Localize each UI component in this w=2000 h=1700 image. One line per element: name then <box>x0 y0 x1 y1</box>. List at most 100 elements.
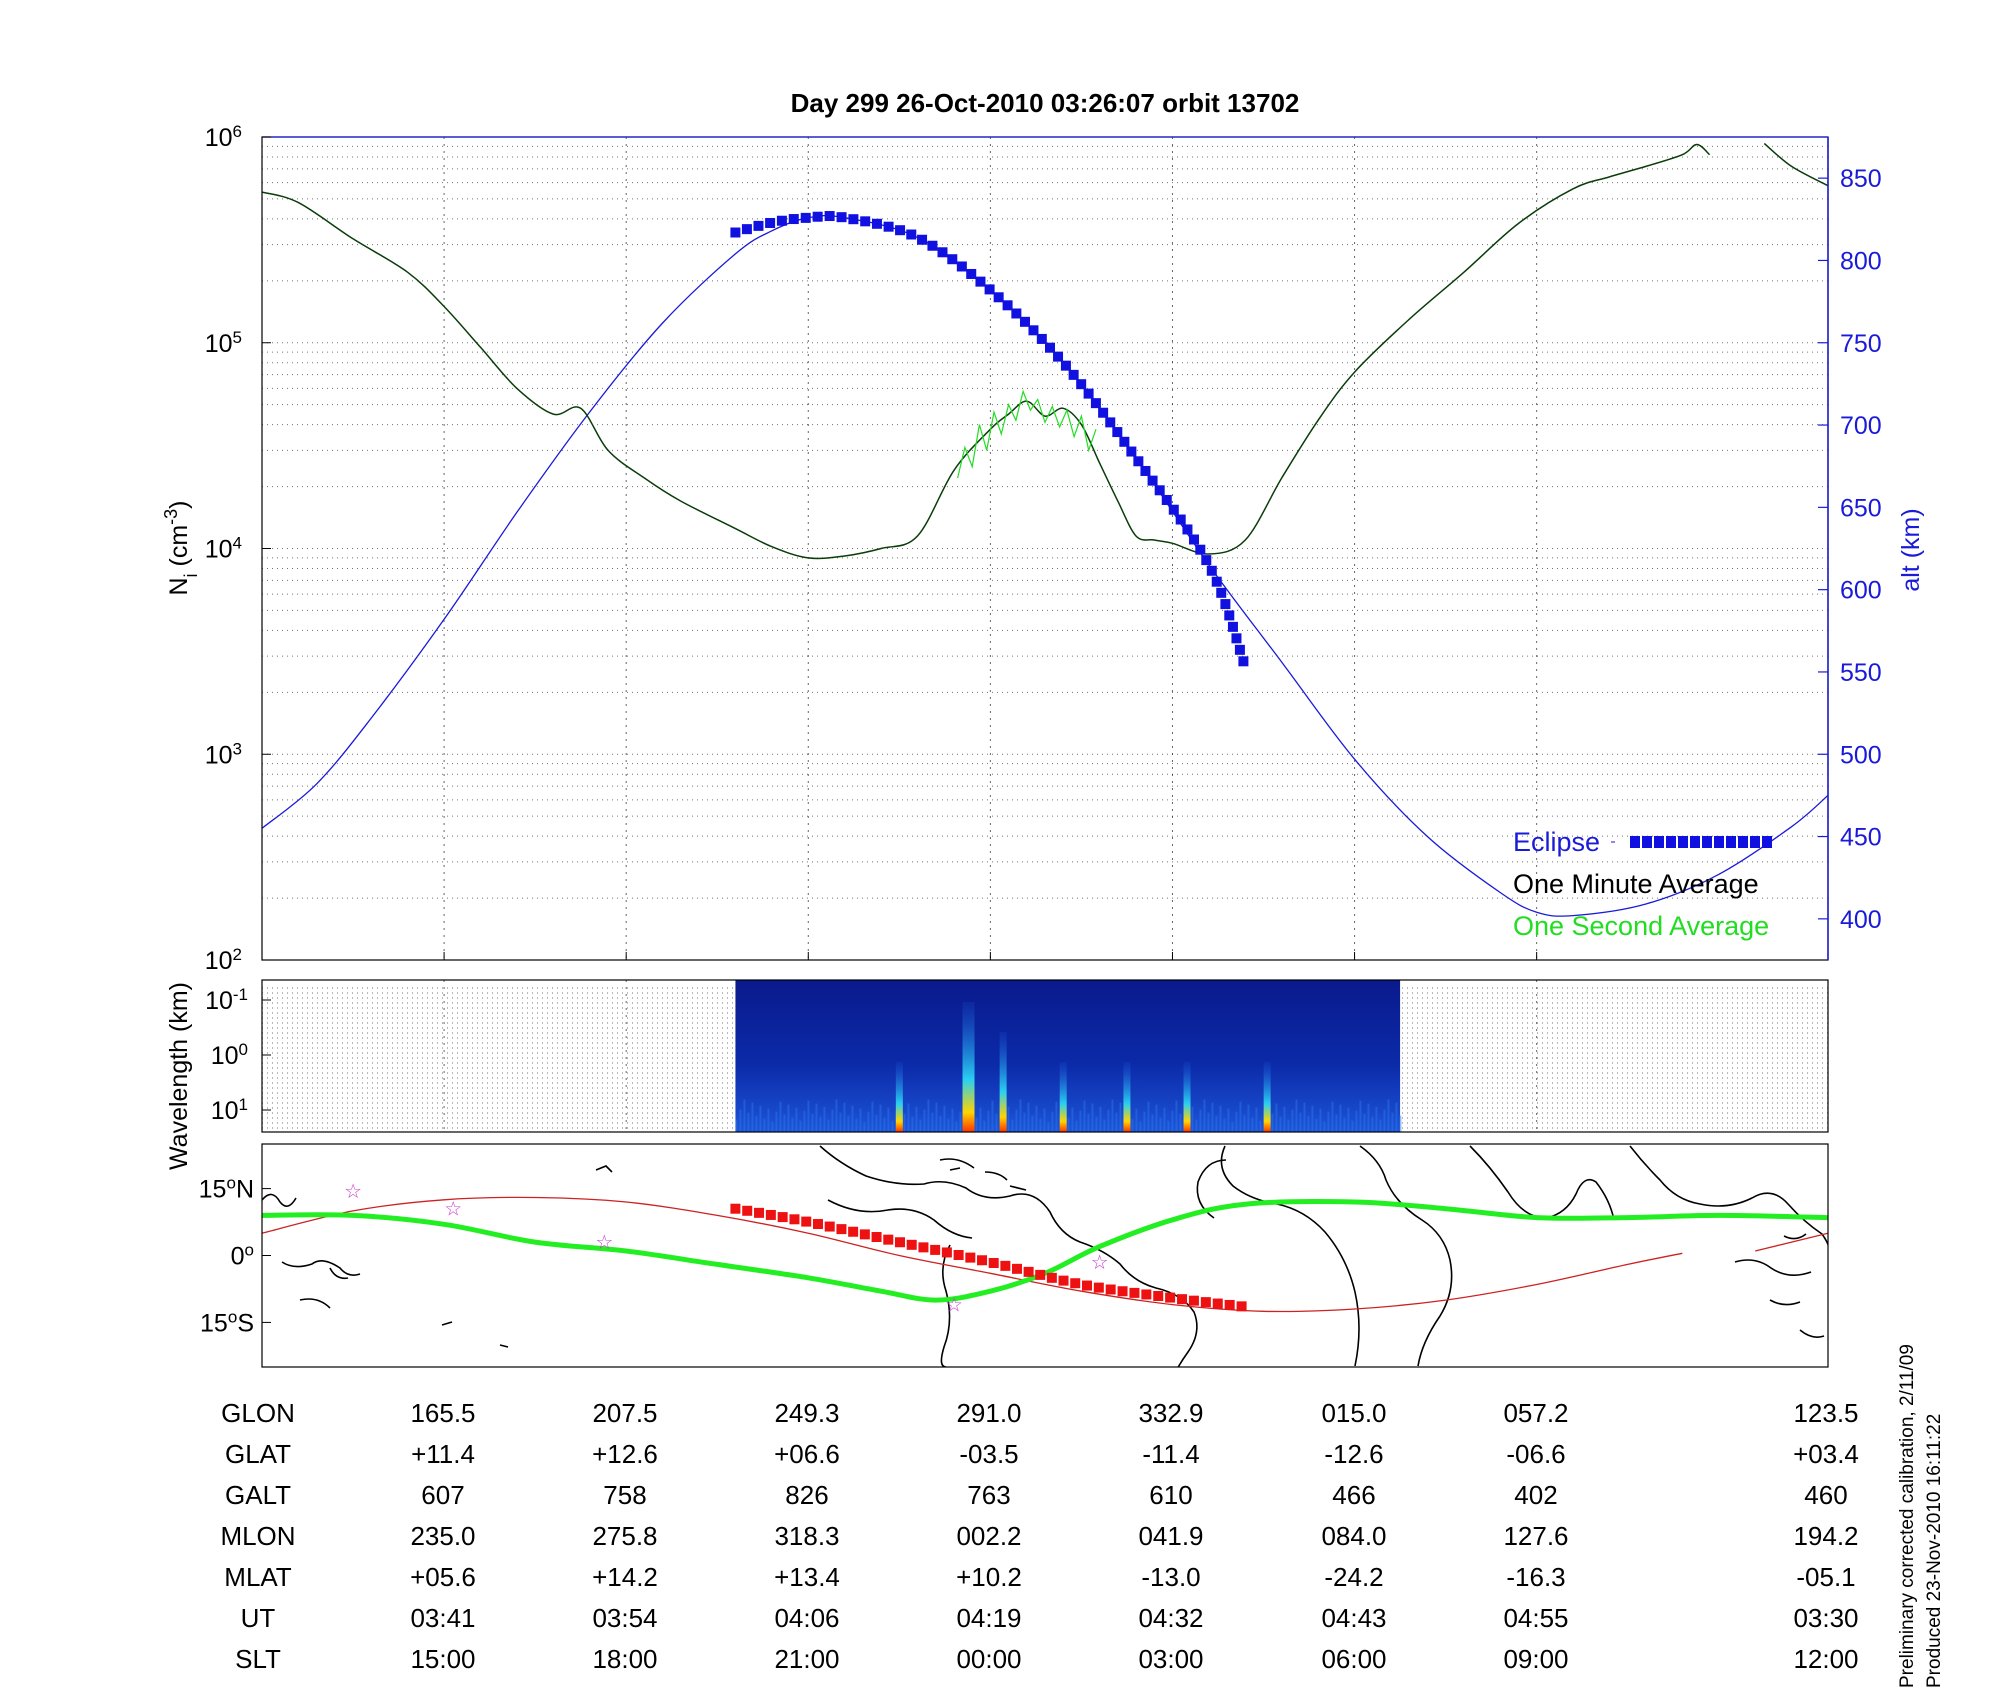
eclipse-marker <box>860 216 871 227</box>
spectrogram-column <box>915 1106 918 1132</box>
legend-eclipse-marker <box>1666 836 1676 848</box>
star-marker: ☆ <box>444 1197 462 1221</box>
eclipse-marker <box>993 292 1004 303</box>
spectrogram-column <box>1275 1103 1278 1132</box>
spectrogram-column <box>1043 1108 1046 1132</box>
spectrogram-column <box>1163 1107 1166 1132</box>
table-cell: +13.4 <box>774 1562 840 1592</box>
spectrogram-column <box>1075 1120 1078 1132</box>
spectrogram-column <box>875 1114 878 1132</box>
spectrogram-column <box>1171 1110 1174 1132</box>
spectrogram-column <box>1195 1119 1198 1132</box>
spectrogram-column <box>1219 1105 1222 1132</box>
spectrogram-column <box>847 1115 850 1132</box>
spectrogram-column <box>1307 1115 1310 1132</box>
spectrogram-column <box>751 1102 754 1132</box>
eclipse-marker <box>917 234 928 245</box>
y2-tick-label: 600 <box>1840 577 1882 605</box>
y2-tick-label: 850 <box>1840 165 1882 193</box>
eclipse-marker <box>1112 427 1123 438</box>
eclipse-marker <box>1161 494 1172 505</box>
eclipse-marker <box>927 240 938 251</box>
spectrogram-column <box>931 1112 934 1132</box>
star-markers: ☆ ☆ ☆ ☆ ☆ <box>344 1179 1109 1317</box>
table-cell: 291.0 <box>956 1398 1021 1428</box>
spectrogram-column <box>775 1111 778 1132</box>
spectrogram-column <box>807 1100 810 1132</box>
table-cell: 402 <box>1514 1480 1557 1510</box>
ground-track-eclipse-marker <box>801 1216 812 1227</box>
spectrogram-column <box>1131 1118 1134 1132</box>
left-axis-ticks: 102 103 104 105 106 <box>205 122 271 975</box>
spectrogram-column <box>863 1121 866 1132</box>
legend: Eclipse One Minute Average One Second Av… <box>1513 827 1772 941</box>
table-cell: -16.3 <box>1506 1562 1565 1592</box>
eclipse-marker <box>1238 656 1249 667</box>
table-row-label: MLON <box>220 1521 295 1551</box>
ground-track-eclipse-marker <box>1117 1286 1128 1297</box>
coastline-asia <box>1469 1145 1828 1247</box>
spectrogram-frame <box>261 979 1829 1133</box>
star-marker: ☆ <box>1091 1250 1109 1274</box>
spectrogram-column <box>983 1120 986 1132</box>
eclipse-marker <box>1028 325 1039 336</box>
spectrogram-column <box>1115 1112 1118 1132</box>
ground-track-eclipse-marker <box>1188 1295 1199 1306</box>
eclipse-marker <box>730 227 741 238</box>
spectrogram-column <box>1231 1121 1234 1132</box>
spectrogram-column <box>891 1120 894 1132</box>
ground-track-eclipse-marker <box>1153 1291 1164 1302</box>
spectrogram-column <box>1055 1101 1058 1132</box>
spectrogram-column <box>1243 1114 1246 1132</box>
spectrogram-column <box>1303 1102 1306 1132</box>
spectrogram-peaks <box>735 1002 1402 1132</box>
legend-eclipse-marker <box>1762 836 1772 848</box>
eclipse-marker <box>1227 621 1238 632</box>
spectrogram-column <box>1315 1118 1318 1132</box>
spectrogram-column <box>1191 1106 1194 1132</box>
spectrogram-column <box>1099 1106 1102 1132</box>
spectrogram-column <box>1395 1102 1398 1132</box>
spectrogram-column <box>1083 1100 1086 1132</box>
ground-track-eclipse-marker <box>789 1214 800 1225</box>
table-cell: -24.2 <box>1324 1562 1383 1592</box>
map-tick-label: 15oN <box>199 1173 254 1204</box>
spectrogram-peak <box>1059 1062 1067 1132</box>
y2-tick-label: 750 <box>1840 330 1882 358</box>
spectrogram-column <box>1039 1118 1042 1132</box>
table-cell: +11.4 <box>411 1439 475 1469</box>
eclipse-marker <box>1220 599 1231 610</box>
y-tick-label: 106 <box>205 122 242 153</box>
spectrogram-peak <box>1123 1062 1131 1132</box>
table-cell: 165.5 <box>410 1398 475 1428</box>
eclipse-marker <box>1234 644 1245 655</box>
eclipse-marker <box>1133 456 1144 467</box>
ground-track-line-segment <box>1755 1232 1828 1252</box>
star-marker: ☆ <box>945 1293 963 1317</box>
spectrogram-peak <box>999 1032 1007 1132</box>
spectrogram-peak <box>962 1002 975 1132</box>
table-cell: 03:00 <box>1138 1644 1203 1674</box>
ground-track-eclipse-marker <box>859 1229 870 1240</box>
spectrogram-column <box>1295 1099 1298 1132</box>
table-row-label: SLT <box>235 1644 281 1674</box>
table-cell: -05.1 <box>1796 1562 1855 1592</box>
eclipse-marker <box>1119 436 1130 447</box>
ground-track-eclipse-marker <box>941 1247 952 1258</box>
spectrogram-column <box>883 1117 886 1132</box>
spectrogram-column <box>831 1109 834 1132</box>
ground-track-eclipse-marker <box>1058 1275 1069 1286</box>
spectrogram-column <box>1331 1101 1334 1132</box>
spectrogram-column <box>995 1113 998 1132</box>
eclipse-marker <box>1090 398 1101 409</box>
eclipse-marker <box>937 247 948 258</box>
spectrogram-column <box>1103 1119 1106 1132</box>
spectrogram-column <box>1371 1116 1374 1132</box>
eclipse-marker <box>1083 388 1094 399</box>
spectrogram-column <box>1363 1113 1366 1132</box>
spectrogram-column <box>951 1108 954 1132</box>
spectrogram-tick-label: 10-1 <box>205 985 248 1016</box>
y2-tick-label: 700 <box>1840 412 1882 440</box>
ground-track-eclipse-marker <box>871 1232 882 1243</box>
